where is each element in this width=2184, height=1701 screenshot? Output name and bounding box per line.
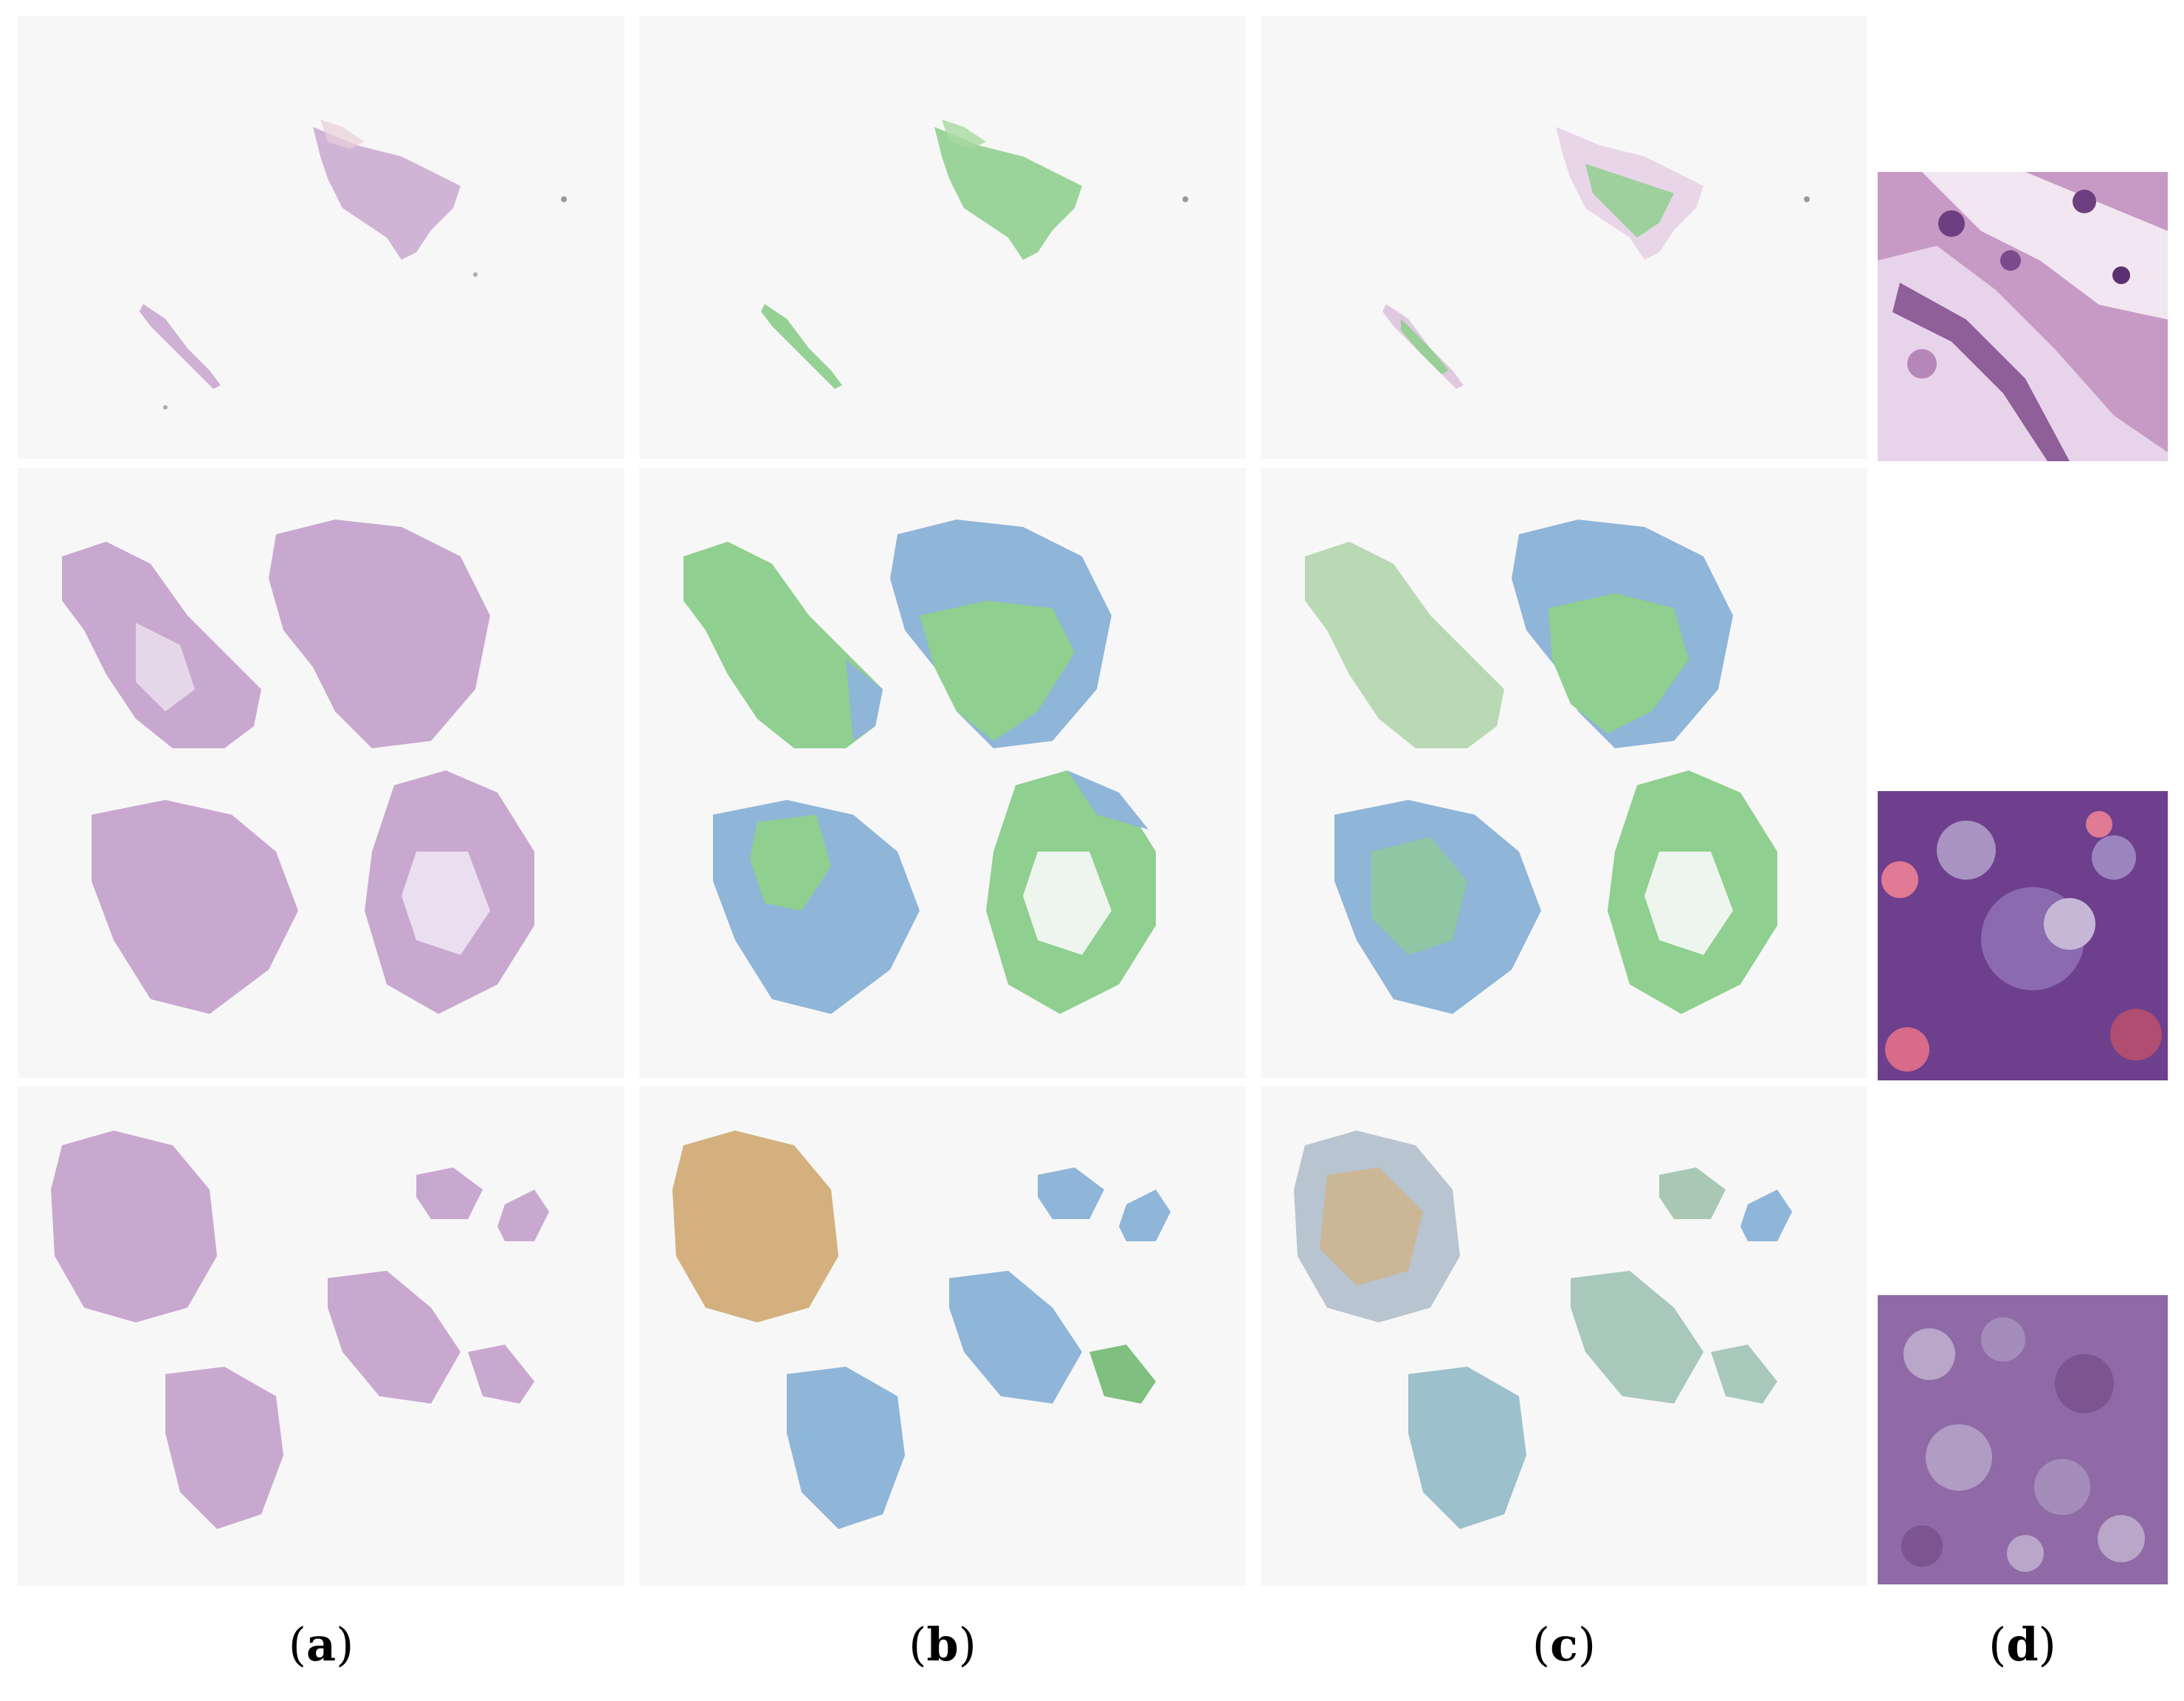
slide-row2-col-c xyxy=(1261,468,1867,1078)
patch-row2-col-d xyxy=(1878,791,2168,1080)
label-d: (d) xyxy=(1988,1618,2056,1671)
slide-row1-col-a xyxy=(18,16,624,459)
label-b: (b) xyxy=(909,1618,976,1671)
slide-row1-col-c xyxy=(1261,16,1867,459)
slide-row3-col-b xyxy=(639,1086,1246,1586)
slide-row3-col-a xyxy=(18,1086,624,1586)
slide-row1-col-b xyxy=(639,16,1246,459)
slide-row2-col-a xyxy=(18,468,624,1078)
slide-row2-col-b xyxy=(639,468,1246,1078)
patch-row3-col-d xyxy=(1878,1295,2168,1584)
slide-row3-col-c xyxy=(1261,1086,1867,1586)
label-c: (c) xyxy=(1532,1618,1596,1671)
label-a: (a) xyxy=(288,1618,354,1671)
patch-row1-col-d xyxy=(1878,172,2168,461)
